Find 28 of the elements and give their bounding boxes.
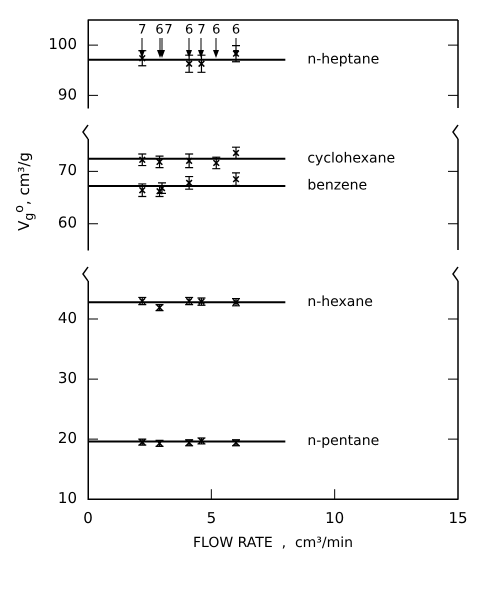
x-axis-title: FLOW RATE , cm³/min: [192, 535, 354, 552]
point: [186, 60, 193, 68]
series-label: benzene: [307, 178, 368, 194]
series-label: n-hexane: [307, 294, 373, 310]
annotation: 7: [197, 22, 206, 38]
y-tick-label: 40: [58, 308, 77, 327]
x-tick-label: 15: [448, 509, 468, 528]
series-label: n-heptane: [307, 51, 380, 68]
point: [198, 60, 206, 68]
y-tick-label: 60: [58, 214, 77, 232]
y-tick-label: 10: [58, 489, 77, 508]
series-label: cyclohexane: [307, 150, 396, 166]
annotation: 7: [164, 22, 173, 38]
annotation: 6: [155, 22, 164, 38]
series-label: n-pentane: [307, 433, 380, 450]
annotation: 6: [184, 22, 194, 38]
x-tick-label: 5: [206, 509, 216, 528]
annotation: 7: [138, 22, 146, 38]
y-tick-label: 90: [58, 85, 77, 104]
annotation: 6: [232, 22, 240, 38]
x-tick-label: 10: [325, 509, 344, 528]
y-tick-label: 30: [58, 368, 77, 387]
y-tick-label: 20: [58, 429, 77, 448]
point: [138, 54, 146, 62]
y-tick-label: 100: [48, 35, 77, 54]
y-tick-label: 70: [58, 161, 77, 180]
annotation: 6: [212, 22, 220, 38]
x-tick-label: 0: [83, 509, 93, 528]
